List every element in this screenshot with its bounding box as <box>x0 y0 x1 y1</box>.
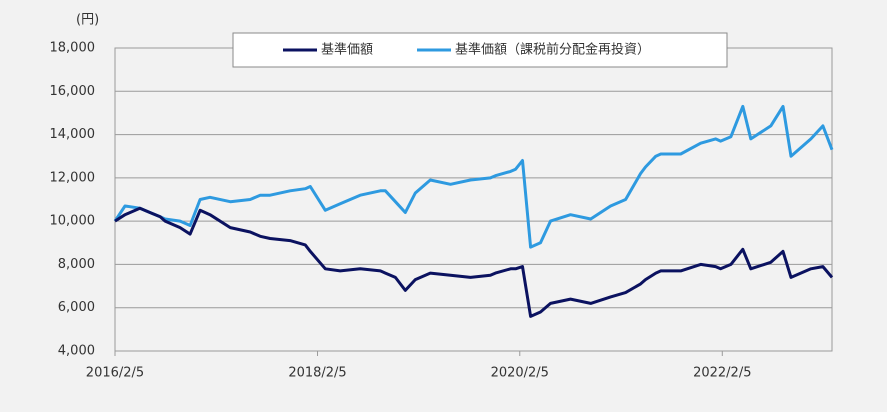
y-tick-label: 6,000 <box>58 300 95 315</box>
y-tick-label: 4,000 <box>58 344 95 359</box>
y-unit: (円) <box>76 13 99 28</box>
x-tick-label: 2020/2/5 <box>491 366 549 381</box>
y-tick-label: 16,000 <box>50 84 96 99</box>
x-tick-label: 2018/2/5 <box>288 366 346 381</box>
line-series <box>113 104 834 249</box>
legend: 基準価額 基準価額（課税前分配金再投資） <box>232 32 728 68</box>
x-tick-label: 2016/2/5 <box>86 366 144 381</box>
legend-label: 基準価額 <box>321 42 373 58</box>
y-tick-label: 14,000 <box>50 127 96 142</box>
y-tick-label: 8,000 <box>58 257 95 272</box>
legend-label: 基準価額（課税前分配金再投資） <box>455 42 650 58</box>
y-tick-label: 18,000 <box>50 41 96 56</box>
x-tick-label: 2022/2/5 <box>693 366 751 381</box>
y-tick-label: 10,000 <box>50 214 96 229</box>
line-series <box>114 206 834 318</box>
y-tick-label: 12,000 <box>50 170 96 185</box>
